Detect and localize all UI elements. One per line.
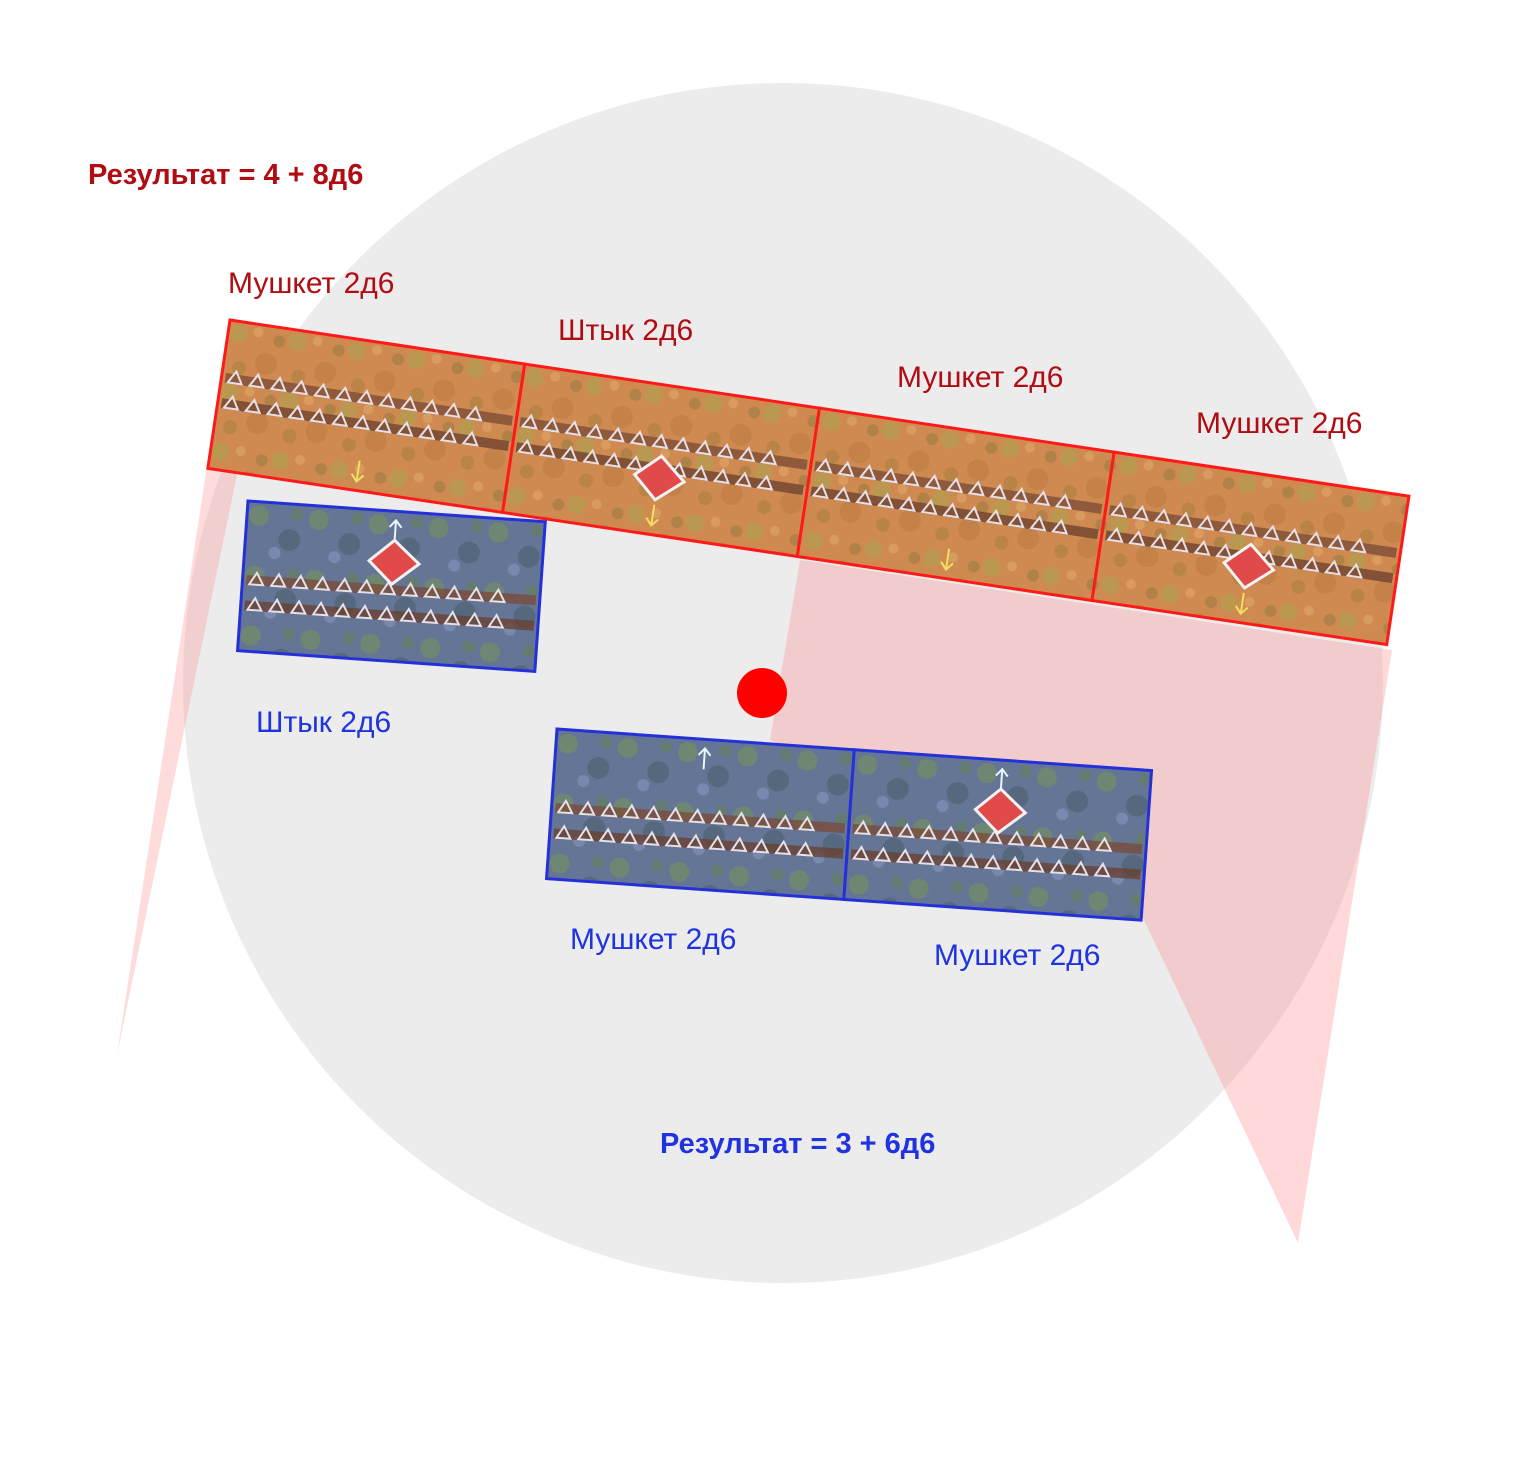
regiment-flag-icon [366,538,422,587]
facing-arrow-icon [995,767,1009,791]
blue-unit-3 [842,748,1154,922]
blue-unit-3-label: Мушкет 2д6 [934,939,1101,972]
facing-arrow-icon [1234,592,1249,616]
blue-unit-1-label: Штык 2д6 [256,706,391,739]
regiment-flag-icon [1221,542,1276,590]
red-unit-2-label: Штык 2д6 [558,314,693,347]
blue-result: Результат = 3 + 6д6 [660,1128,935,1160]
red-unit-4-label: Мушкет 2д6 [1196,407,1363,440]
red-result: Результат = 4 + 8д6 [88,159,363,191]
facing-arrow-icon [388,518,403,542]
red-unit-4 [1090,450,1411,647]
center-point-icon [737,668,787,718]
fire-zone-left [117,466,238,1055]
fire-zone-right [770,560,1392,1243]
blue-unit-2-label: Мушкет 2д6 [570,923,737,956]
red-unit-3-label: Мушкет 2д6 [897,361,1064,394]
blue-unit-2 [544,727,856,902]
red-unit-2 [500,362,822,559]
red-battle-line [206,318,1411,647]
facing-arrow-icon [645,504,659,528]
blue-battle-line-left [235,499,547,674]
regiment-flag-icon [632,454,687,502]
blue-battle-line-right [544,727,1154,922]
regiment-flag-icon [973,787,1028,835]
blue-unit-1 [235,499,547,674]
facing-arrow-icon [940,548,954,572]
red-unit-1 [206,318,527,515]
red-unit-1-label: Мушкет 2д6 [228,267,395,300]
facing-arrow-icon [697,746,712,770]
facing-arrow-icon [350,460,365,483]
